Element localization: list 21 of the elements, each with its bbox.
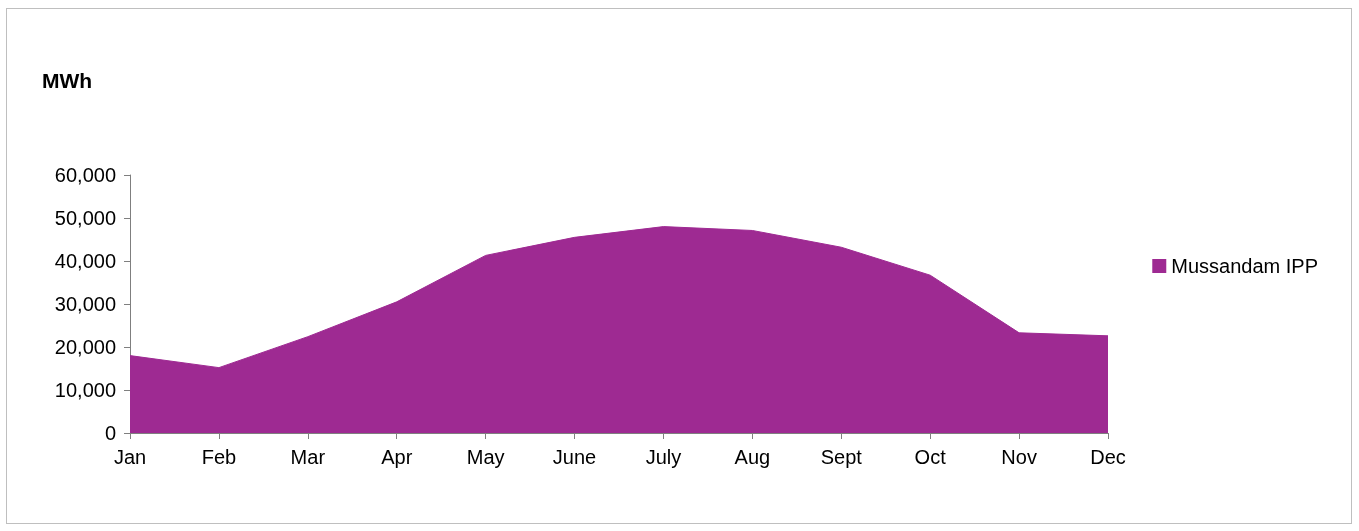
y-tick-label: 50,000 <box>54 207 116 229</box>
x-tick-label: Mar <box>290 446 326 468</box>
y-tick-label: 10,000 <box>54 379 116 401</box>
x-tick-label: Nov <box>1001 446 1037 468</box>
y-tick-label: 0 <box>104 422 116 444</box>
legend-label: Mussandam IPP <box>1171 255 1319 277</box>
x-tick-label: Feb <box>201 446 237 468</box>
y-tick-label: 60,000 <box>54 164 116 186</box>
x-tick-label: Oct <box>914 446 947 468</box>
y-axis-title: MWh <box>42 69 93 92</box>
x-tick-label: Apr <box>381 446 413 468</box>
x-tick-label: Aug <box>734 446 771 468</box>
y-tick-label: 40,000 <box>54 250 116 272</box>
x-tick-label: Dec <box>1090 446 1126 468</box>
x-tick-label: Jan <box>113 446 147 468</box>
x-tick-label: July <box>645 446 682 468</box>
y-tick-label: 20,000 <box>54 336 116 358</box>
x-tick-label: Sept <box>820 446 863 468</box>
y-tick-label: 30,000 <box>54 293 116 315</box>
x-tick-label: June <box>552 446 597 468</box>
x-tick-label: May <box>466 446 505 468</box>
